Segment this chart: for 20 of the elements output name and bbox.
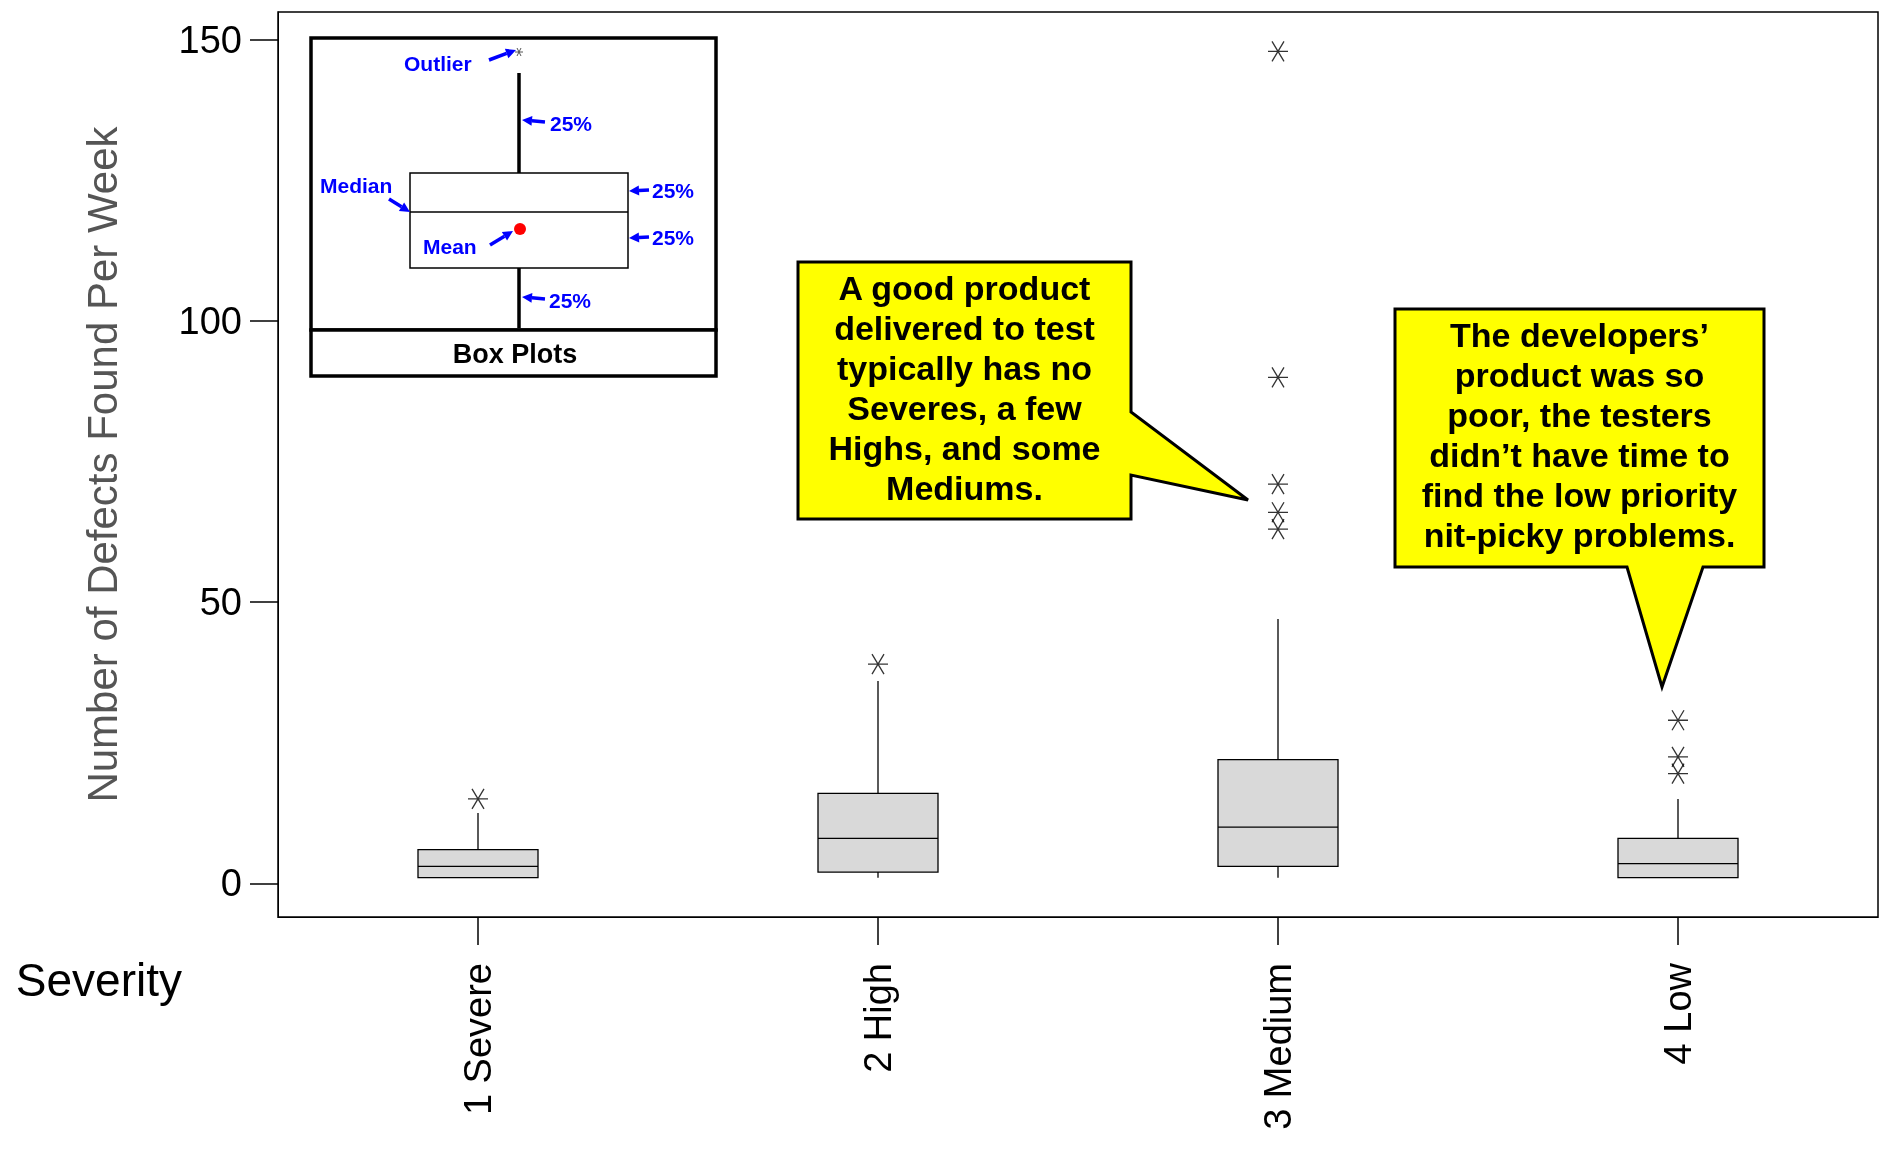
annotation: 25% (550, 111, 593, 135)
annotation: A good product delivered to test typically has no Severes, a few Highs, and some Mediums. (827, 268, 1102, 508)
y-tick-label: 0 (220, 862, 242, 905)
y-tick-label: 50 (199, 581, 242, 624)
annotation: Median (320, 173, 393, 197)
annotation: 25% (652, 178, 695, 202)
x-axis-title: Severity (15, 954, 182, 1006)
y-axis-title: Number of Defects Found Per Week (78, 125, 126, 803)
x-tick-label: 4 Low (1657, 962, 1699, 1065)
x-tick-label: 2 High (857, 963, 899, 1073)
y-tick-label: 150 (178, 19, 242, 62)
annotation: 25% (549, 288, 592, 312)
annotation: The developers’ product was so poor, the testers didn’t have time to find the low priority nit-picky problems. (1420, 315, 1739, 555)
x-tick-label: 3 Medium (1257, 963, 1299, 1130)
annotation: Box Plots (452, 339, 578, 369)
y-tick-label: 100 (178, 300, 242, 343)
annotation: 25% (652, 225, 695, 249)
annotation: Mean (423, 234, 477, 258)
annotation: Outlier (404, 51, 472, 75)
x-tick-label: 1 Severe (457, 963, 499, 1116)
